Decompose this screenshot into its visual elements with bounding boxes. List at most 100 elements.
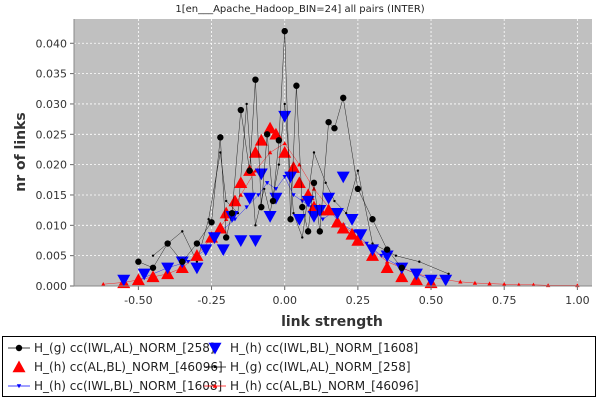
data-point — [299, 203, 306, 211]
data-point — [281, 27, 288, 35]
data-point — [245, 102, 248, 106]
data-point — [325, 118, 332, 126]
data-point — [301, 195, 315, 208]
data-point — [193, 240, 201, 247]
data-point — [366, 244, 380, 257]
data-point — [244, 205, 249, 210]
data-point — [472, 280, 478, 285]
data-point — [371, 242, 374, 245]
data-point — [254, 168, 268, 181]
x-tick-label: 0.75 — [492, 294, 517, 307]
data-point — [313, 204, 327, 217]
data-point — [286, 161, 300, 173]
data-point — [264, 181, 270, 186]
series-3 — [151, 102, 450, 276]
data-point — [345, 227, 359, 240]
chart-title: 1[en___Apache_Hadoop_BIN=24] all pairs (… — [175, 4, 424, 15]
y-tick-label: 0.015 — [36, 189, 68, 202]
data-point — [254, 224, 257, 227]
legend-label: H_(h) cc(AL,BL)_NORM_[46096] — [34, 360, 223, 374]
y-tick-label: 0.035 — [36, 68, 68, 81]
data-point — [185, 259, 191, 264]
data-point — [333, 199, 336, 203]
data-point — [292, 214, 306, 226]
data-point — [273, 187, 279, 192]
data-point — [101, 281, 106, 286]
data-point — [330, 207, 344, 220]
data-point — [336, 171, 350, 184]
data-point — [316, 228, 324, 235]
legend-marker-icon — [12, 360, 26, 373]
legend-label: H_(h) cc(IWL,BL)_NORM_[1608] — [230, 341, 419, 355]
data-point — [424, 274, 438, 287]
legend-marker-icon — [204, 365, 226, 369]
data-point — [312, 151, 316, 154]
data-point — [293, 82, 300, 89]
data-point — [252, 76, 259, 83]
data-point — [131, 273, 145, 286]
legend-point — [208, 342, 222, 355]
data-point — [292, 211, 295, 215]
series-line — [138, 31, 402, 269]
legend-label: H_(g) cc(IWL,AL)_NORM_[258] — [34, 341, 215, 355]
x-tick-label: -0.50 — [124, 294, 152, 307]
data-point — [207, 232, 221, 244]
data-point — [208, 219, 215, 226]
data-point — [135, 258, 142, 265]
data-point — [282, 141, 287, 146]
x-axis-label: link strength — [281, 314, 383, 330]
legend-marker-icon — [208, 342, 222, 355]
data-point — [301, 236, 304, 239]
series-1 — [117, 110, 453, 287]
legend: H_(g) cc(IWL,AL)_NORM_[258] H_(h) cc(IWL… — [2, 336, 596, 397]
data-point — [263, 211, 277, 223]
axes: 0.000 0.005 0.010 0.015 0.020 0.025 0.030 0.035… — [36, 19, 592, 307]
data-point — [418, 260, 421, 263]
data-point — [439, 274, 453, 287]
y-tick-label: 0.030 — [36, 98, 68, 111]
data-point — [224, 199, 228, 203]
legend-item: H_(h) cc(AL,BL)_NORM_[46096] — [203, 377, 419, 395]
data-point — [351, 233, 365, 246]
x-tick-label: 1.00 — [565, 294, 590, 307]
data-point — [217, 134, 224, 141]
data-point — [151, 254, 155, 257]
legend-marker-icon — [8, 344, 30, 352]
data-point — [137, 268, 151, 281]
data-point — [364, 241, 369, 246]
data-point — [331, 125, 338, 132]
data-point — [263, 121, 277, 134]
data-point — [398, 264, 405, 271]
data-point — [181, 230, 184, 233]
legend-label: H_(g) cc(IWL,AL)_NORM_[258] — [230, 360, 411, 374]
data-point — [311, 186, 317, 191]
data-point — [234, 176, 248, 189]
data-point — [263, 131, 271, 138]
data-point — [409, 268, 423, 281]
data-point — [278, 146, 292, 158]
legend-point — [12, 360, 26, 373]
data-point — [228, 209, 236, 217]
data-point — [394, 254, 398, 257]
data-point — [336, 221, 350, 234]
data-point — [164, 240, 171, 247]
data-point — [207, 218, 210, 221]
series-2 — [117, 121, 438, 289]
data-point — [340, 94, 347, 102]
x-tick-label: 0.00 — [272, 294, 297, 307]
data-point — [354, 185, 362, 193]
data-point — [228, 194, 242, 207]
data-point — [278, 110, 292, 123]
series-layer — [101, 27, 580, 289]
y-axis-label: nr of links — [13, 112, 29, 192]
y-tick-label: 0.025 — [36, 128, 68, 141]
y-tick-label: 0.040 — [36, 37, 68, 50]
data-point — [248, 235, 262, 247]
data-point — [243, 192, 257, 205]
data-point — [354, 229, 368, 241]
data-point — [292, 176, 306, 189]
x-tick-label: -0.25 — [197, 294, 225, 307]
data-point — [258, 203, 265, 211]
series-line — [152, 103, 449, 275]
plot-area — [74, 19, 592, 286]
